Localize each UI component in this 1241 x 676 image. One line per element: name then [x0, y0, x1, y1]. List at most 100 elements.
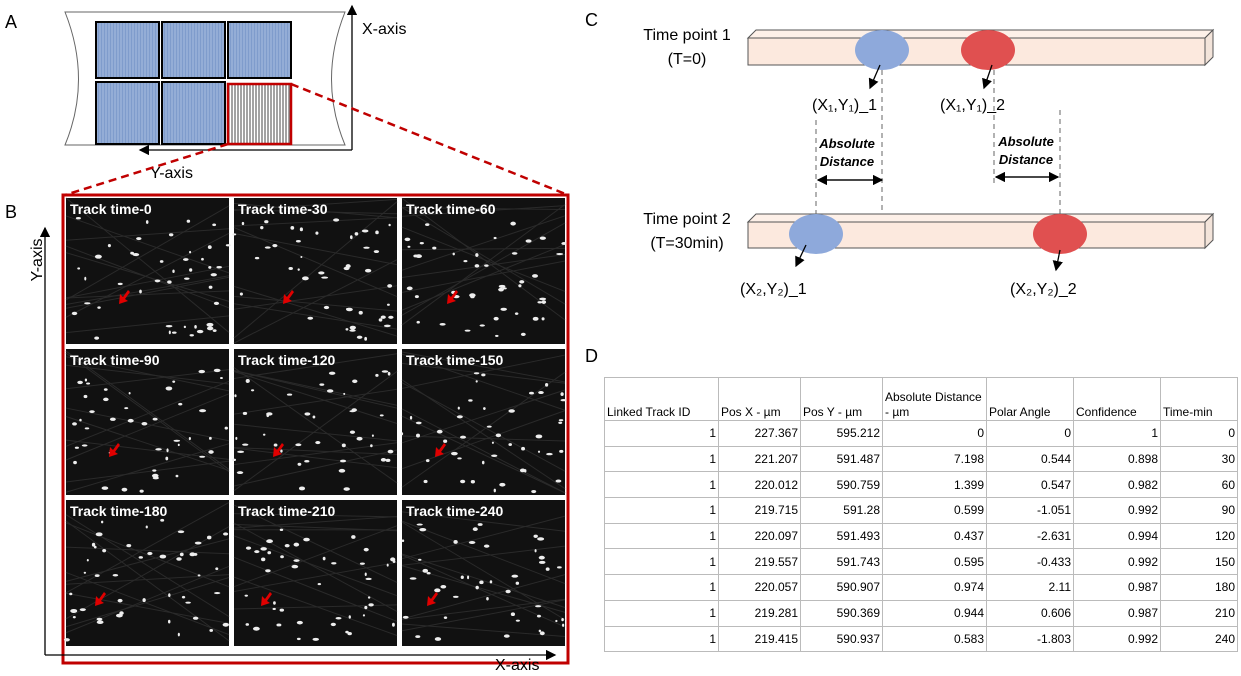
axis-label: Y-axis: [29, 239, 46, 282]
spot: [472, 527, 478, 532]
spot: [364, 268, 372, 273]
zoom-line: [64, 142, 229, 197]
spot: [364, 605, 368, 610]
spot: [266, 412, 273, 416]
table-cell: 0.437: [882, 522, 987, 550]
spot: [293, 542, 300, 547]
table-cell: 219.281: [718, 599, 801, 627]
table-cell: 590.759: [800, 471, 883, 499]
spot: [351, 535, 356, 539]
spot: [177, 443, 180, 447]
spot: [155, 448, 162, 451]
table-cell: 1: [604, 522, 719, 550]
spot: [322, 556, 326, 561]
spot: [375, 230, 379, 235]
spot: [177, 530, 185, 534]
table-cell: 30: [1160, 445, 1238, 473]
spot: [486, 425, 492, 428]
streak: [233, 285, 398, 310]
spot: [167, 619, 171, 624]
distance-label: Absolute: [997, 134, 1054, 149]
spot: [349, 430, 356, 434]
spot: [367, 596, 371, 599]
table-cell: 1: [604, 599, 719, 627]
spot: [475, 253, 479, 257]
table-cell: 150: [1160, 548, 1238, 576]
streak: [401, 253, 566, 279]
tiles: [95, 21, 293, 146]
streak: [233, 371, 398, 424]
spot: [295, 443, 302, 447]
spot: [470, 480, 475, 484]
spot: [386, 303, 390, 306]
table-cell: 240: [1160, 625, 1238, 653]
spot: [117, 598, 123, 603]
spot: [139, 289, 142, 294]
streak: [65, 407, 230, 442]
spot: [457, 457, 462, 460]
spot: [469, 293, 476, 298]
spot: [303, 537, 310, 542]
table-cell: Absolute Distance - µm: [882, 377, 987, 421]
spot: [168, 330, 171, 335]
streak: [65, 571, 230, 636]
spot: [245, 546, 252, 550]
spot: [176, 557, 182, 561]
spot: [479, 580, 484, 585]
streak: [401, 511, 566, 532]
spot: [481, 460, 485, 465]
spot: [545, 567, 550, 571]
spot: [236, 471, 244, 475]
spot: [304, 460, 310, 463]
spot: [272, 244, 278, 248]
table-cell: 227.367: [718, 420, 801, 447]
table-cell: Confidence: [1073, 377, 1161, 421]
streak: [233, 233, 398, 266]
streak: [65, 290, 230, 299]
spot: [84, 427, 90, 430]
spot: [317, 583, 322, 586]
red-arrow: [283, 290, 294, 304]
spot: [172, 380, 176, 383]
spot: [388, 223, 391, 227]
streak: [233, 388, 398, 415]
spot: [333, 218, 340, 222]
spot: [561, 618, 564, 622]
spot: [189, 268, 193, 272]
spot: [168, 593, 171, 598]
spot: [300, 255, 303, 258]
spot: [348, 615, 351, 619]
spot: [426, 572, 431, 575]
spot: [457, 406, 460, 410]
spot: [299, 227, 303, 232]
red-arrow: [435, 443, 446, 457]
spot: [234, 394, 237, 398]
spot: [213, 592, 221, 595]
spot: [168, 233, 174, 237]
spot: [538, 555, 545, 560]
table-cell: 0: [1160, 420, 1238, 447]
table-cell: Polar Angle: [986, 377, 1074, 421]
table-cell: 591.28: [800, 497, 883, 524]
streak: [401, 351, 566, 383]
spot: [326, 389, 334, 393]
spot: [498, 284, 506, 288]
spot: [242, 443, 249, 446]
spot: [239, 292, 243, 296]
spot: [539, 631, 545, 636]
spot: [94, 336, 100, 340]
table-cell: Linked Track ID: [604, 377, 719, 421]
table-cell: 1: [604, 497, 719, 524]
spot: [354, 232, 359, 236]
spot: [486, 597, 489, 601]
spot: [189, 334, 194, 337]
spot: [223, 532, 229, 536]
spot: [388, 315, 394, 319]
spot: [267, 551, 272, 555]
spot: [423, 479, 428, 484]
spot: [117, 282, 123, 286]
spot: [375, 373, 379, 377]
panel-label: A: [5, 12, 17, 32]
table-cell: 590.369: [800, 599, 883, 627]
